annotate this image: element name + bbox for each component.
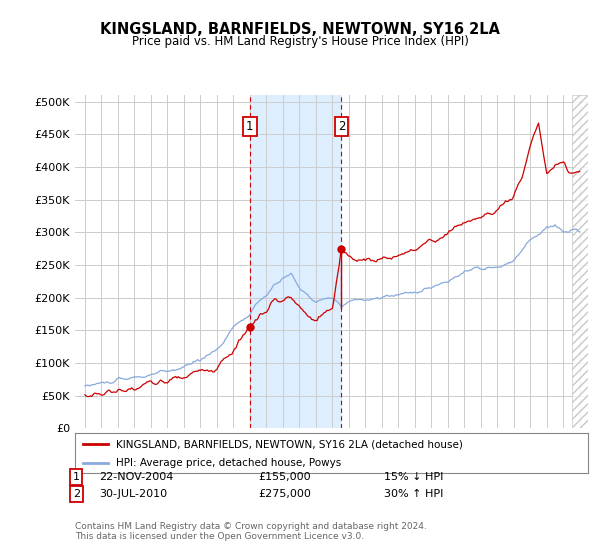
Text: Price paid vs. HM Land Registry's House Price Index (HPI): Price paid vs. HM Land Registry's House … xyxy=(131,35,469,48)
Text: Contains HM Land Registry data © Crown copyright and database right 2024.
This d: Contains HM Land Registry data © Crown c… xyxy=(75,522,427,542)
Text: £155,000: £155,000 xyxy=(258,472,311,482)
Text: 22-NOV-2004: 22-NOV-2004 xyxy=(99,472,173,482)
Text: 2: 2 xyxy=(73,489,80,499)
Text: 2: 2 xyxy=(338,120,345,133)
Text: 15% ↓ HPI: 15% ↓ HPI xyxy=(384,472,443,482)
Text: 1: 1 xyxy=(246,120,254,133)
Text: 30-JUL-2010: 30-JUL-2010 xyxy=(99,489,167,499)
Text: KINGSLAND, BARNFIELDS, NEWTOWN, SY16 2LA (detached house): KINGSLAND, BARNFIELDS, NEWTOWN, SY16 2LA… xyxy=(116,439,463,449)
Text: HPI: Average price, detached house, Powys: HPI: Average price, detached house, Powy… xyxy=(116,458,341,468)
Text: 30% ↑ HPI: 30% ↑ HPI xyxy=(384,489,443,499)
Bar xyxy=(250,95,341,428)
Text: £275,000: £275,000 xyxy=(258,489,311,499)
Text: KINGSLAND, BARNFIELDS, NEWTOWN, SY16 2LA: KINGSLAND, BARNFIELDS, NEWTOWN, SY16 2LA xyxy=(100,22,500,38)
Text: 1: 1 xyxy=(73,472,80,482)
